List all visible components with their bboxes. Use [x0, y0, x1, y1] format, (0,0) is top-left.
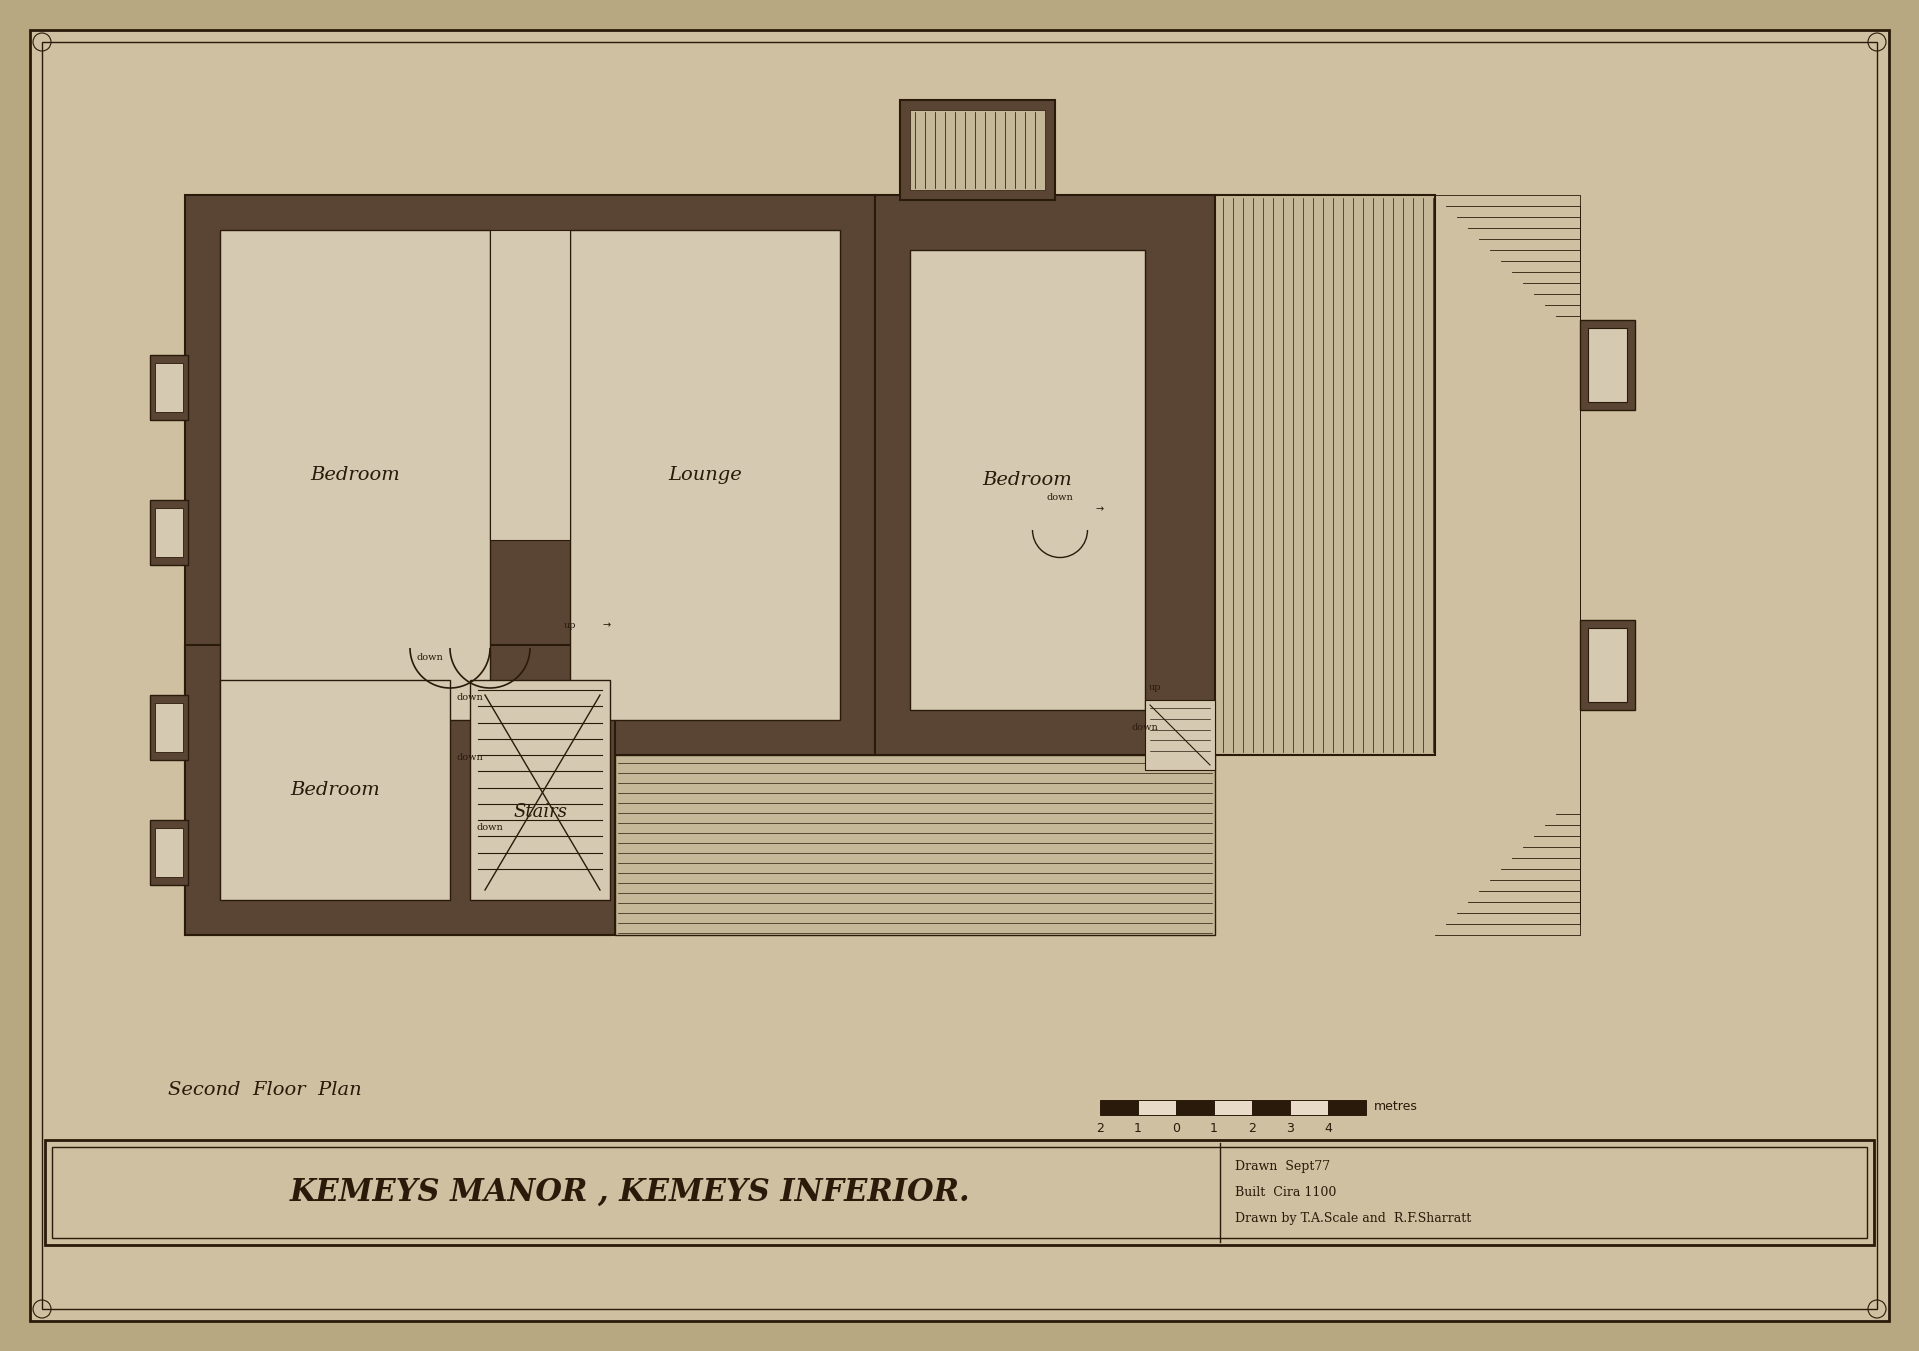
- Bar: [910, 250, 1146, 711]
- Bar: [1215, 195, 1435, 755]
- Bar: [1176, 1100, 1215, 1115]
- Bar: [1589, 328, 1627, 403]
- Bar: [184, 644, 614, 935]
- Bar: [1328, 1100, 1366, 1115]
- Bar: [150, 500, 188, 565]
- Bar: [570, 230, 841, 720]
- Bar: [910, 109, 1046, 190]
- Text: Lounge: Lounge: [668, 466, 743, 484]
- Bar: [489, 230, 570, 540]
- Text: down: down: [416, 653, 443, 662]
- Text: Bedroom: Bedroom: [983, 471, 1073, 489]
- Bar: [1579, 620, 1635, 711]
- Bar: [1251, 1100, 1290, 1115]
- Bar: [614, 755, 1215, 935]
- Bar: [184, 755, 610, 935]
- Bar: [470, 680, 610, 900]
- Bar: [155, 703, 182, 753]
- Bar: [1146, 700, 1215, 770]
- Bar: [150, 820, 188, 885]
- Text: Bedroom: Bedroom: [311, 466, 399, 484]
- Text: down: down: [457, 753, 484, 762]
- Bar: [1138, 1100, 1176, 1115]
- Text: 2: 2: [1247, 1121, 1255, 1135]
- Text: up: up: [564, 621, 576, 630]
- Text: Second  Floor  Plan: Second Floor Plan: [169, 1081, 363, 1098]
- Bar: [155, 828, 182, 877]
- Bar: [221, 680, 449, 900]
- Text: 1: 1: [1134, 1121, 1142, 1135]
- Bar: [900, 100, 1055, 200]
- Bar: [1215, 1100, 1251, 1115]
- Text: →: →: [1096, 504, 1103, 513]
- Bar: [52, 1147, 1867, 1238]
- Bar: [1100, 1100, 1138, 1115]
- Text: Built  Cira 1100: Built Cira 1100: [1236, 1186, 1336, 1198]
- Bar: [1579, 320, 1635, 409]
- Text: 0: 0: [1173, 1121, 1180, 1135]
- Text: KEMEYS MANOR , KEMEYS INFERIOR.: KEMEYS MANOR , KEMEYS INFERIOR.: [290, 1177, 971, 1208]
- Text: down: down: [1046, 493, 1073, 503]
- Text: 3: 3: [1286, 1121, 1293, 1135]
- Text: 4: 4: [1324, 1121, 1332, 1135]
- Bar: [155, 508, 182, 557]
- Text: 1: 1: [1211, 1121, 1219, 1135]
- Text: down: down: [457, 693, 484, 703]
- Text: 2: 2: [1096, 1121, 1103, 1135]
- Bar: [875, 195, 1215, 755]
- Text: down: down: [1132, 723, 1159, 732]
- Text: Stairs: Stairs: [512, 802, 566, 821]
- Bar: [1589, 628, 1627, 703]
- Bar: [221, 230, 489, 720]
- Bar: [155, 363, 182, 412]
- Bar: [150, 355, 188, 420]
- Text: Drawn  Sept77: Drawn Sept77: [1236, 1159, 1330, 1173]
- Bar: [1290, 1100, 1328, 1115]
- Bar: [150, 694, 188, 761]
- Text: →: →: [603, 620, 610, 630]
- Text: Drawn by T.A.Scale and  R.F.Sharratt: Drawn by T.A.Scale and R.F.Sharratt: [1236, 1212, 1472, 1225]
- Bar: [44, 1140, 1875, 1246]
- Bar: [184, 195, 875, 755]
- Text: metres: metres: [1374, 1101, 1418, 1113]
- Text: Bedroom: Bedroom: [290, 781, 380, 798]
- Text: down: down: [476, 823, 503, 832]
- Text: up: up: [1149, 684, 1161, 692]
